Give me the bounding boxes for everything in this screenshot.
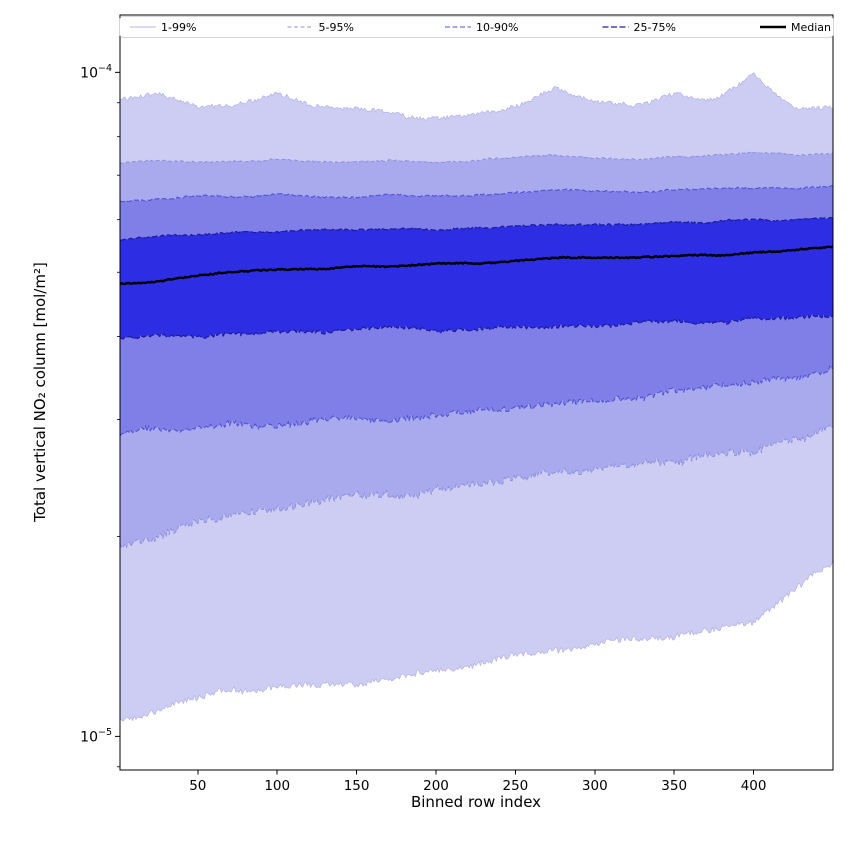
y-tick-label: 10−5 (80, 727, 112, 746)
percentile-edge-p5 (120, 424, 833, 549)
legend-item-median: Median (760, 21, 831, 34)
bands (120, 72, 833, 722)
x-tick-label: 200 (423, 778, 449, 794)
legend-item-25-75: 25-75% (602, 21, 676, 34)
x-tick-label: 50 (189, 778, 206, 794)
legend-item-1-99: 1-99% (130, 21, 196, 34)
axes: 50 100 150 200 250 300 350 400 10−4 10−5 (80, 14, 834, 794)
x-axis-label: Binned row index (411, 793, 541, 811)
x-tick-label: 400 (741, 778, 767, 794)
band-25-75 (120, 217, 833, 340)
legend-item-10-90: 10-90% (445, 21, 518, 34)
x-tick-label: 350 (661, 778, 687, 794)
x-tick-label: 150 (344, 778, 370, 794)
legend-label: 25-75% (634, 21, 676, 34)
legend-label: 10-90% (476, 21, 518, 34)
median-line (120, 245, 833, 286)
x-tick-label: 300 (582, 778, 608, 794)
legend-label: 5-95% (319, 21, 354, 34)
legend-box (119, 16, 834, 38)
y-tick-label: 10−4 (80, 63, 112, 82)
plot-border (119, 14, 834, 771)
x-tick-label: 100 (264, 778, 290, 794)
legend-label: Median (791, 21, 831, 34)
percentile-edge-p1 (120, 559, 833, 722)
percentile-edge-p99 (120, 72, 833, 121)
x-tick-label: 250 (503, 778, 529, 794)
legend-item-5-95: 5-95% (287, 21, 354, 34)
percentile-edge-p25 (120, 313, 833, 340)
chart-root: 50 100 150 200 250 300 350 400 10−4 10−5 1-99% 5-95… (80, 14, 834, 794)
y-axis-label: Total vertical NO₂ column [mol/m²] (31, 262, 49, 523)
percentile-edge-p95 (120, 151, 833, 165)
percentile-edge-p90 (120, 185, 833, 203)
legend-label: 1-99% (161, 21, 196, 34)
legend: 1-99% 5-95% 10-90% 25-75% Median (119, 16, 834, 38)
percentile-edge-p75 (120, 216, 833, 241)
percentile-edge-p10 (120, 365, 833, 437)
